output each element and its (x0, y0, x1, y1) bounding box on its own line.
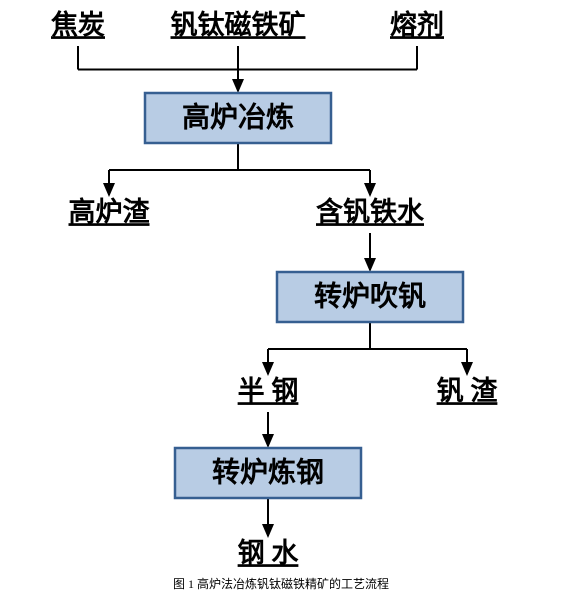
node-molten: 钢 水 (238, 538, 300, 568)
label-slag: 高炉渣 (69, 196, 151, 227)
node-flux: 熔剂 (390, 9, 444, 40)
flowchart-canvas: 焦炭 钒钛磁铁矿 熔剂高炉冶炼高炉渣 含钒铁水转炉吹钒半 钢 钒 渣转炉炼钢钢 水 图 … (0, 0, 562, 600)
process-label-steelmaking: 转炉炼钢 (212, 455, 324, 488)
node-semisteel: 半 钢 (238, 376, 299, 406)
label-coke: 焦炭 (51, 9, 105, 40)
node-steelmaking: 转炉炼钢 (175, 448, 361, 498)
node-blast: 高炉冶炼 (145, 93, 331, 143)
label-vslag: 钒 渣 (437, 376, 499, 406)
label-flux: 熔剂 (390, 9, 444, 40)
node-slag: 高炉渣 (69, 196, 151, 227)
process-label-converter_v: 转炉吹钒 (314, 280, 426, 312)
process-label-blast: 高炉冶炼 (182, 100, 294, 133)
node-converter_v: 转炉吹钒 (277, 272, 463, 322)
node-vslag: 钒 渣 (437, 376, 499, 406)
figure-caption: 图 1 高炉法冶炼钒钛磁铁精矿的工艺流程 (173, 576, 389, 591)
node-coke: 焦炭 (51, 9, 105, 40)
node-ore: 钒钛磁铁矿 (171, 9, 306, 40)
label-ore: 钒钛磁铁矿 (171, 9, 306, 40)
label-hotmetal: 含钒铁水 (316, 196, 425, 227)
label-molten: 钢 水 (238, 538, 300, 568)
node-hotmetal: 含钒铁水 (316, 196, 425, 227)
label-semisteel: 半 钢 (238, 376, 299, 406)
